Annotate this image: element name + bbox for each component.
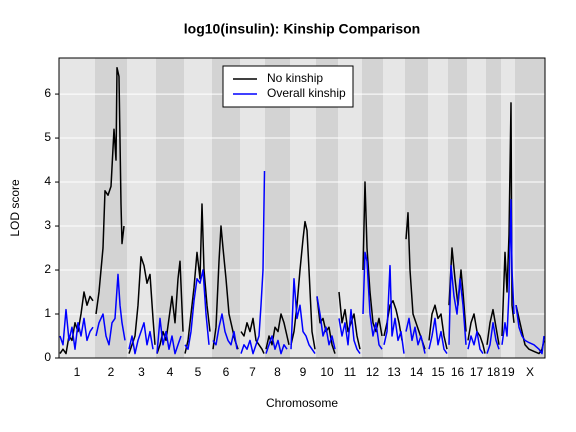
lod-line — [156, 317, 182, 355]
legend-label: Overall kinship — [267, 86, 346, 100]
lod-line — [59, 291, 94, 355]
lines — [59, 66, 545, 355]
lod-line — [501, 102, 515, 337]
lod-line — [428, 317, 448, 355]
lod-line — [95, 273, 126, 346]
lod-line — [290, 220, 316, 350]
lod-line — [448, 264, 467, 345]
y-tick-label: 4 — [44, 174, 51, 188]
lod-line — [515, 305, 545, 355]
x-tick-label: 4 — [167, 365, 174, 379]
lod-line — [128, 322, 154, 355]
lod-line — [265, 335, 288, 355]
x-tick-label: 17 — [470, 365, 484, 379]
x-tick-label: 15 — [431, 365, 445, 379]
chromosome-band — [362, 58, 383, 358]
x-tick-label: 6 — [223, 365, 230, 379]
x-tick-label: 16 — [451, 365, 465, 379]
lod-line — [240, 317, 265, 354]
lod-line — [362, 251, 383, 350]
chromosome-band — [127, 58, 156, 358]
x-tick-label: 14 — [410, 365, 424, 379]
chromosome-band — [383, 58, 405, 358]
y-tick-label: 1 — [44, 306, 51, 320]
lod-line — [515, 305, 545, 355]
x-tick-label: 18 — [487, 365, 501, 379]
lod-line — [212, 313, 238, 350]
lod-line — [486, 308, 500, 345]
lod-line — [184, 203, 211, 354]
lod-line — [316, 296, 336, 350]
x-tick-label: 8 — [274, 365, 281, 379]
chromosome-band — [467, 58, 486, 358]
lod-line — [265, 313, 290, 350]
chromosome-band — [59, 58, 95, 358]
x-tick-label: 19 — [501, 365, 515, 379]
chromosome-band — [265, 58, 290, 358]
lod-line — [501, 198, 515, 345]
x-tick-label: 12 — [366, 365, 380, 379]
lod-line — [467, 330, 484, 355]
x-tick-label: 9 — [300, 365, 307, 379]
lod-line — [338, 308, 361, 355]
lod-line — [290, 278, 316, 355]
lod-line — [486, 322, 500, 354]
legend-box — [222, 65, 354, 108]
x-tick-label: 2 — [108, 365, 115, 379]
chromosome-band — [338, 58, 362, 358]
y-axis-label: LOD score — [8, 179, 22, 237]
y-tick-label: 2 — [44, 262, 51, 276]
lod-line — [240, 170, 266, 355]
chart-title: log10(insulin): Kinship Comparison — [184, 21, 420, 37]
lod-line — [405, 317, 426, 354]
lod-line — [428, 304, 448, 350]
x-tick-label: 5 — [195, 365, 202, 379]
y-tick-label: 6 — [44, 86, 51, 100]
chromosome-bands — [59, 58, 545, 358]
lod-line — [383, 264, 405, 354]
chromosome-band — [428, 58, 448, 358]
plot-frame — [58, 57, 546, 359]
legend-label: No kinship — [267, 71, 323, 85]
chromosome-band — [515, 58, 545, 358]
lod-line — [362, 181, 383, 337]
x-axis-label: Chromosome — [266, 396, 338, 410]
chromosome-band — [316, 58, 338, 358]
x-tick-label: 11 — [344, 365, 357, 379]
x-tick-label: 13 — [387, 365, 401, 379]
y-tick-label: 5 — [44, 130, 51, 144]
lod-line — [95, 66, 125, 315]
x-tick-label: 1 — [74, 365, 81, 379]
x-tick-label: 3 — [138, 365, 145, 379]
chromosome-band — [290, 58, 316, 358]
chromosome-band — [486, 58, 501, 358]
chromosome-band — [95, 58, 127, 358]
y-tick-label: 0 — [44, 350, 51, 364]
x-tick-label: 10 — [320, 365, 334, 379]
x-tick-label: X — [526, 365, 534, 379]
x-tick-label: 7 — [249, 365, 256, 379]
lod-line — [59, 308, 94, 350]
lod-line — [184, 269, 210, 350]
y-tick-label: 3 — [44, 218, 51, 232]
chromosome-band — [405, 58, 428, 358]
